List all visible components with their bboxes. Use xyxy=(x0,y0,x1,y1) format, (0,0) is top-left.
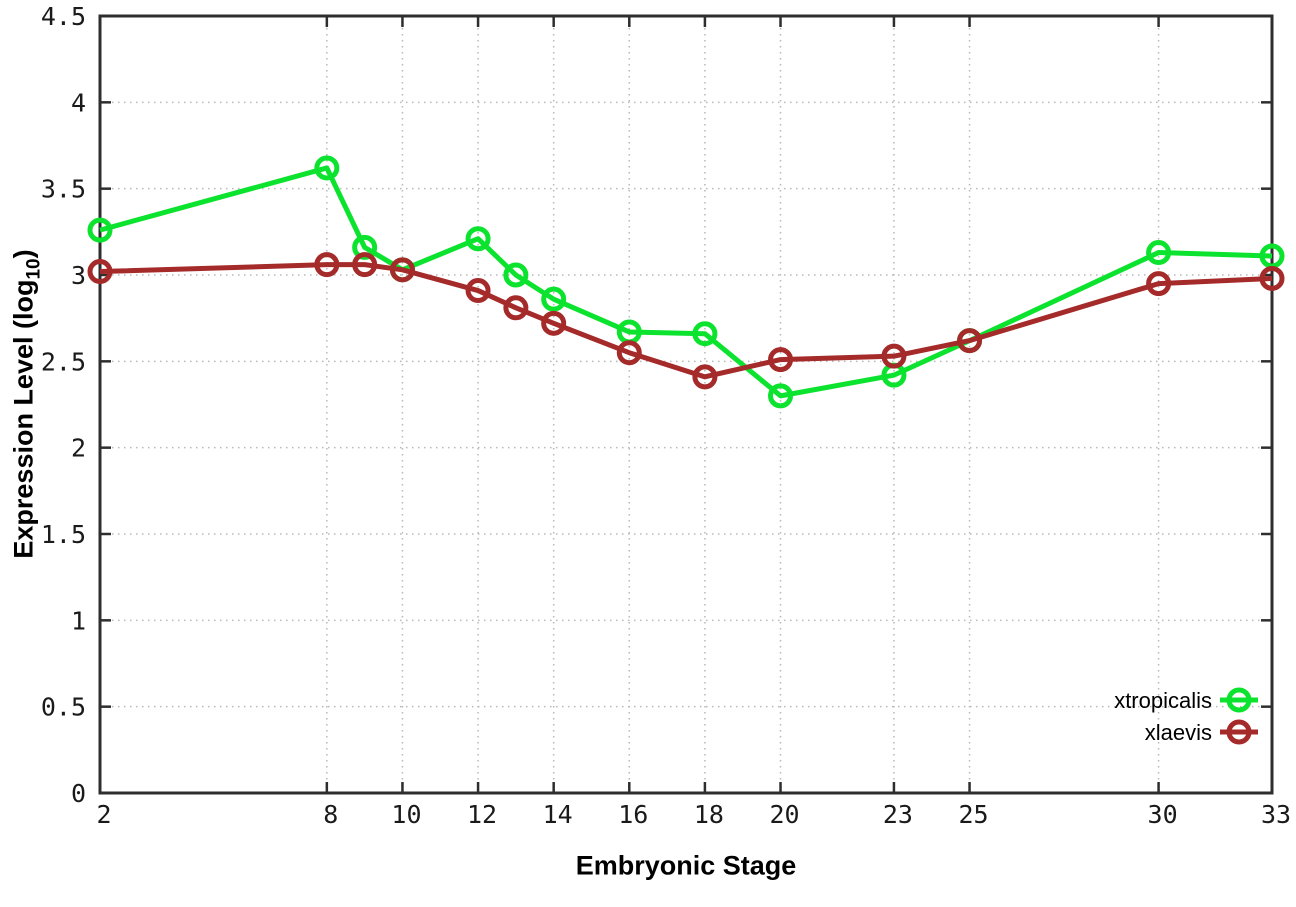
y-tick-label: 0.5 xyxy=(41,693,86,722)
x-tick-label: 14 xyxy=(543,800,573,829)
y-tick-label: 1 xyxy=(71,606,86,635)
y-tick-label: 2 xyxy=(71,434,86,463)
series-line-xlaevis xyxy=(99,262,1273,380)
plot-border xyxy=(98,14,1274,795)
y-axis-title-main: Expression Level (log xyxy=(8,279,39,559)
data-point-marker xyxy=(389,257,415,283)
y-tick-label: 2.5 xyxy=(41,347,86,376)
legend-sample-marker xyxy=(1226,687,1252,713)
x-tick-label: 20 xyxy=(769,800,799,829)
y-tick-label: 1.5 xyxy=(41,520,86,549)
data-point-marker xyxy=(541,310,567,336)
data-point-marker xyxy=(692,321,718,347)
x-tick-label: 30 xyxy=(1148,800,1178,829)
x-tick-label: 25 xyxy=(958,800,988,829)
data-point-marker xyxy=(957,328,983,354)
data-point-marker xyxy=(768,383,794,409)
data-point-marker xyxy=(541,286,567,312)
x-tick-label: 33 xyxy=(1261,800,1291,829)
x-tick-label: 16 xyxy=(618,800,648,829)
legend-label-xlaevis: xlaevis xyxy=(1145,720,1212,745)
data-point-marker xyxy=(503,295,529,321)
data-point-marker xyxy=(352,252,378,278)
data-point-marker xyxy=(881,343,907,369)
y-tick-label: 3 xyxy=(71,261,86,290)
data-point-marker xyxy=(314,155,340,181)
data-point-marker xyxy=(1146,271,1172,297)
legend-label-xtropicalis: xtropicalis xyxy=(1114,688,1212,713)
data-point-marker xyxy=(465,278,491,304)
y-tick-label: 0 xyxy=(71,779,86,808)
y-tick-label: 4.5 xyxy=(41,2,86,31)
gridlines xyxy=(100,16,1272,793)
data-point-marker xyxy=(503,262,529,288)
data-point-marker xyxy=(352,234,378,260)
y-tick-label: 4 xyxy=(71,88,86,117)
data-point-marker xyxy=(314,252,340,278)
y-tick-label: 3.5 xyxy=(41,175,86,204)
data-point-marker xyxy=(616,340,642,366)
series-xlaevis xyxy=(87,252,1285,390)
x-tick-label: 8 xyxy=(323,800,338,829)
data-point-marker xyxy=(465,226,491,252)
legend-item-xtropicalis: xtropicalis xyxy=(1114,687,1258,713)
legend-sample-marker xyxy=(1226,719,1252,745)
legend: xtropicalis xlaevis xyxy=(1114,687,1258,745)
x-tick-label: 18 xyxy=(694,800,724,829)
data-point-marker xyxy=(768,347,794,373)
y-axis-title-subscript: 10 xyxy=(23,258,45,280)
data-point-marker xyxy=(692,364,718,390)
x-tick-label: 10 xyxy=(391,800,421,829)
x-tick-label: 23 xyxy=(883,800,913,829)
y-axis-title-suffix: ) xyxy=(8,249,39,259)
legend-item-xlaevis: xlaevis xyxy=(1145,719,1258,745)
data-point-marker xyxy=(1146,240,1172,266)
x-axis-title: Embryonic Stage xyxy=(575,850,797,881)
tick-marks xyxy=(98,14,1274,795)
x-tick-label: 2 xyxy=(96,800,111,829)
data-point-marker xyxy=(1259,265,1285,291)
x-tick-label: 12 xyxy=(467,800,497,829)
tick-labels: 0 0.5 1 1.5 2 2.5 3 3.5 4 4.5 2 8 10 12 14 16 18 20 23 25 30… xyxy=(41,2,1291,829)
data-point-marker xyxy=(87,259,113,285)
data-point-marker xyxy=(87,217,113,243)
y-axis-title: Expression Level (log10) xyxy=(9,249,46,558)
series-line-xtropicalis xyxy=(99,165,1273,399)
